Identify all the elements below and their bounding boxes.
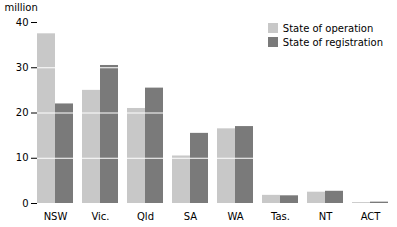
html-text:State of registration: State of registration <box>282 37 383 48</box>
svg-text:40: 40 <box>16 17 29 28</box>
html-text:State of operation: State of operation <box>282 23 374 34</box>
svg-text:10: 10 <box>16 152 29 163</box>
svg-text:Tas.: Tas. <box>270 211 290 222</box>
svg-text:NSW: NSW <box>44 211 68 222</box>
svg-text:30: 30 <box>16 62 29 73</box>
svg-text:ACT: ACT <box>361 211 382 222</box>
svg-text:Vic.: Vic. <box>91 211 109 222</box>
svg-text:Qld: Qld <box>137 211 154 222</box>
svg-text:0: 0 <box>22 198 28 209</box>
svg-text:NT: NT <box>319 211 333 222</box>
svg-text:million: million <box>5 2 38 13</box>
svg-text:20: 20 <box>16 107 29 118</box>
svg-text:SA: SA <box>184 211 198 222</box>
svg-text:WA: WA <box>227 211 243 222</box>
